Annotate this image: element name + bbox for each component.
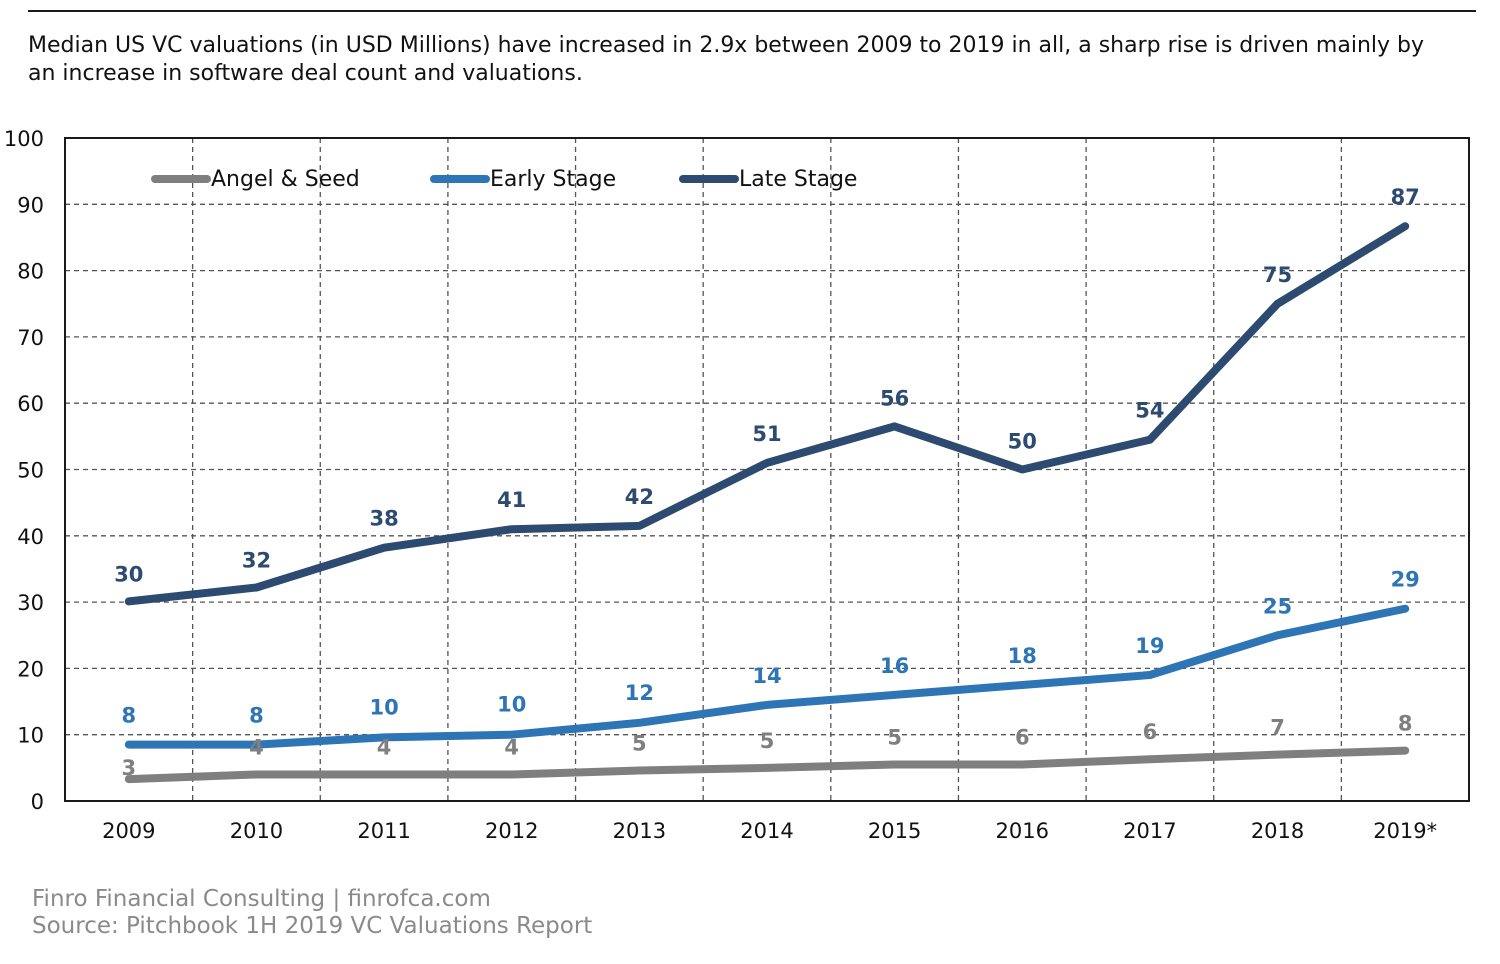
data-label-late-stage-2019: 87 xyxy=(1391,185,1420,209)
data-label-angel-seed-2016: 6 xyxy=(1015,726,1030,750)
x-tick-label-2013: 2013 xyxy=(613,819,666,843)
y-tick-label-50: 50 xyxy=(17,459,44,483)
y-tick-label-40: 40 xyxy=(17,525,44,549)
x-tick-label-2015: 2015 xyxy=(868,819,921,843)
x-tick-label-2016: 2016 xyxy=(996,819,1049,843)
data-label-angel-seed-2010: 4 xyxy=(249,735,264,759)
x-tick-label-2018: 2018 xyxy=(1251,819,1304,843)
data-label-late-stage-2010: 32 xyxy=(242,549,271,573)
data-label-late-stage-2017: 54 xyxy=(1135,399,1164,423)
data-label-late-stage-2011: 38 xyxy=(369,507,398,531)
chart-subtitle: Median US VC valuations (in USD Millions… xyxy=(28,33,1425,86)
series-line-early-stage xyxy=(124,604,1410,749)
x-tick-label-2009: 2009 xyxy=(102,819,155,843)
data-label-early-stage-2017: 19 xyxy=(1135,634,1164,658)
footer-source: Source: Pitchbook 1H 2019 VC Valuations … xyxy=(32,913,593,939)
legend-label-late-stage: Late Stage xyxy=(739,167,857,192)
data-label-early-stage-2015: 16 xyxy=(880,654,909,678)
y-tick-label-0: 0 xyxy=(31,790,44,814)
y-tick-label-70: 70 xyxy=(17,326,44,350)
series xyxy=(124,222,1410,784)
y-tick-label-60: 60 xyxy=(17,392,44,416)
data-label-late-stage-2013: 42 xyxy=(625,485,654,509)
data-label-angel-seed-2011: 4 xyxy=(377,735,392,759)
data-label-angel-seed-2017: 6 xyxy=(1143,720,1158,744)
plot-frame xyxy=(64,137,1470,802)
data-label-late-stage-2015: 56 xyxy=(880,386,909,410)
data-label-early-stage-2012: 10 xyxy=(497,693,526,717)
x-tick-label-2019: 2019* xyxy=(1373,819,1437,843)
top-rule xyxy=(28,10,1476,12)
data-label-angel-seed-2015: 5 xyxy=(887,726,902,750)
data-label-early-stage-2009: 8 xyxy=(122,704,137,728)
y-tick-label-30: 30 xyxy=(17,591,44,615)
axes: 0 10 20 30 40 50 60 70 80 90 100 2009 2010 2011 2012 20… xyxy=(4,127,1470,843)
data-label-late-stage-2018: 75 xyxy=(1263,263,1292,287)
x-tick-label-2010: 2010 xyxy=(230,819,283,843)
grid xyxy=(65,138,1469,801)
y-tick-label-100: 100 xyxy=(4,127,44,151)
data-label-angel-seed-2009: 3 xyxy=(122,756,137,780)
data-label-angel-seed-2014: 5 xyxy=(760,729,775,753)
x-tick-label-2014: 2014 xyxy=(740,819,793,843)
y-tick-label-20: 20 xyxy=(17,657,44,681)
data-label-early-stage-2019: 29 xyxy=(1391,568,1420,592)
data-label-early-stage-2014: 14 xyxy=(752,664,781,688)
data-label-late-stage-2009: 30 xyxy=(114,562,143,586)
legend-label-early-stage: Early Stage xyxy=(490,167,616,192)
data-label-early-stage-2016: 18 xyxy=(1008,644,1037,668)
data-label-early-stage-2010: 8 xyxy=(249,704,264,728)
data-label-angel-seed-2013: 5 xyxy=(632,732,647,756)
footer-brand: Finro Financial Consulting | finrofca.co… xyxy=(32,886,491,912)
series-line-angel-seed xyxy=(124,746,1410,784)
data-label-angel-seed-2019: 8 xyxy=(1398,712,1413,736)
data-label-early-stage-2013: 12 xyxy=(625,681,654,705)
legend: Angel & Seed Early Stage Late Stage xyxy=(151,167,857,192)
series-line-late-stage xyxy=(124,222,1410,606)
data-label-late-stage-2012: 41 xyxy=(497,488,526,512)
y-tick-label-90: 90 xyxy=(17,193,44,217)
x-tick-label-2011: 2011 xyxy=(357,819,410,843)
data-label-late-stage-2014: 51 xyxy=(752,422,781,446)
data-label-late-stage-2016: 50 xyxy=(1008,430,1037,454)
x-tick-label-2012: 2012 xyxy=(485,819,538,843)
data-label-early-stage-2011: 10 xyxy=(369,695,398,719)
y-tick-label-80: 80 xyxy=(17,260,44,284)
y-tick-label-10: 10 xyxy=(17,724,44,748)
data-label-angel-seed-2018: 7 xyxy=(1270,716,1285,740)
x-tick-label-2017: 2017 xyxy=(1123,819,1176,843)
data-label-early-stage-2018: 25 xyxy=(1263,594,1292,618)
data-label-angel-seed-2012: 4 xyxy=(504,735,519,759)
legend-label-angel-seed: Angel & Seed xyxy=(211,167,360,192)
